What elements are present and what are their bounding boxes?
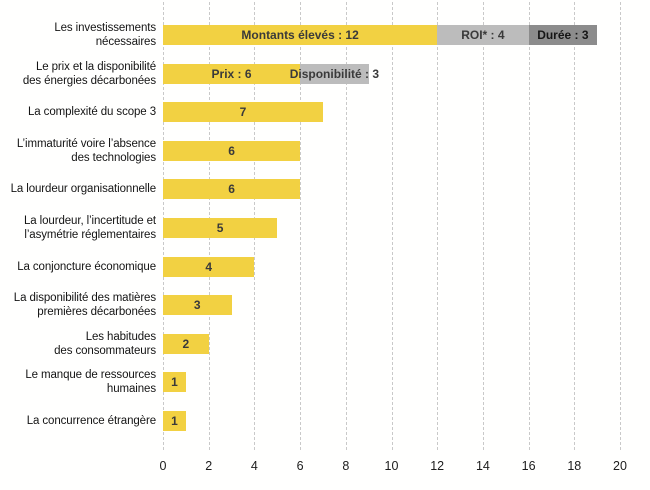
bar-segment: Prix : 6 <box>163 63 301 84</box>
x-tick-label: 8 <box>342 459 350 473</box>
bar-segment: 2 <box>163 333 209 354</box>
category-label: Les investissements nécessaires <box>54 22 156 48</box>
x-tick-label: 6 <box>296 459 304 473</box>
bar-segment-label: 6 <box>228 143 235 158</box>
bar-segment-label: 6 <box>228 182 235 197</box>
category-label: La lourdeur, l’incertitude et l’asymétri… <box>24 215 156 241</box>
bar-segment: Montants élevés : 12 <box>163 25 438 45</box>
category-label: Le manque de ressources humaines <box>25 369 156 396</box>
x-tick-label: 14 <box>475 459 490 473</box>
x-tick-label: 4 <box>250 459 258 473</box>
x-tick-label: 2 <box>205 459 213 473</box>
x-tick-label: 0 <box>159 459 167 473</box>
gridline <box>482 2 484 450</box>
bar-segment: ROI* : 4 <box>437 25 529 45</box>
bar-segment: 3 <box>163 295 232 316</box>
x-tick-label: 18 <box>567 459 582 473</box>
category-label: La lourdeur organisationnelle <box>10 183 157 196</box>
x-tick-label: 12 <box>430 459 445 473</box>
category-label: Les habitudes des consommateurs <box>54 330 156 357</box>
bar-segment-label: 5 <box>216 221 224 235</box>
gridline <box>574 2 576 450</box>
bar-segment: 6 <box>163 179 301 200</box>
x-tick-label: 16 <box>521 459 536 473</box>
bar-segment-label: Montants élevés : 12 <box>241 28 359 42</box>
bar-segment: 7 <box>163 102 323 123</box>
x-tick-label: 10 <box>384 459 399 473</box>
bar-segment: 1 <box>163 411 186 431</box>
category-label: La disponibilité des matières premières … <box>13 292 156 319</box>
category-label: L’immaturité voire l’absence des technol… <box>16 137 156 164</box>
category-label: Le prix et la disponibilité des énergies… <box>22 60 156 87</box>
gridline <box>528 2 530 450</box>
bar-segment-label: 7 <box>239 105 247 120</box>
gridline <box>345 2 347 450</box>
bar-segment: Disponibilité : 3 <box>290 63 379 84</box>
category-label: La conjoncture économique <box>17 260 156 273</box>
gridline <box>620 2 621 450</box>
bar-segment: 6 <box>163 140 301 161</box>
bar-segment-label: Disponibilité : 3 <box>289 66 380 81</box>
bar-segment-label: Durée : 3 <box>537 28 589 42</box>
gridline <box>391 2 393 450</box>
category-label: La complexité du scope 3 <box>27 106 156 119</box>
bar-segment: 1 <box>163 372 186 393</box>
bar-segment-label: 1 <box>171 414 178 428</box>
gridline <box>300 2 302 450</box>
bar-segment-label: 4 <box>205 259 213 274</box>
bar-segment-label: 3 <box>193 298 201 313</box>
bar-segment-label: 2 <box>182 336 190 351</box>
bar-segment-label: 1 <box>171 375 178 390</box>
bar-segment: Durée : 3 <box>528 25 598 45</box>
gridline <box>437 2 439 450</box>
x-tick-label: 20 <box>613 459 627 473</box>
bar-segment-label: ROI* : 4 <box>461 28 505 42</box>
bar-segment-label: Prix : 6 <box>211 66 252 81</box>
bar-segment: 4 <box>163 256 255 277</box>
bar-segment: 5 <box>163 218 278 238</box>
category-label: La concurrence étrangère <box>26 415 156 427</box>
